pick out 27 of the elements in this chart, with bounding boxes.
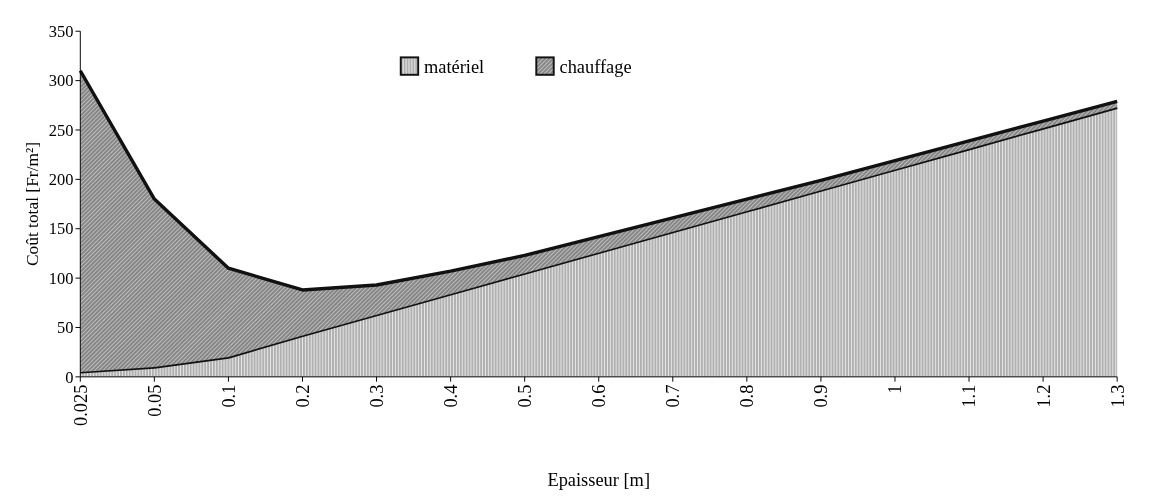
x-axis-title: Epaisseur [m] xyxy=(547,470,651,491)
legend-label: chauffage xyxy=(559,56,632,77)
y-tick-label: 350 xyxy=(48,22,74,41)
x-tick-label: 0.6 xyxy=(589,384,610,408)
x-tick-label: 0.3 xyxy=(366,384,387,408)
x-tick-label: 0.7 xyxy=(663,384,684,408)
x-tick-label: 1.2 xyxy=(1033,384,1054,408)
y-tick-label: 200 xyxy=(48,170,74,190)
legend-label: matériel xyxy=(423,56,485,77)
y-tick-label: 250 xyxy=(48,120,74,140)
y-tick-label: 150 xyxy=(48,219,74,239)
x-tick-label: 0.05 xyxy=(144,384,165,417)
x-tick-label: 0.4 xyxy=(441,384,462,408)
x-tick-label: 0.2 xyxy=(292,384,313,408)
y-tick-label: 100 xyxy=(48,268,74,288)
x-tick-label: 0.9 xyxy=(811,384,832,408)
x-tick-label: 0.5 xyxy=(515,384,536,408)
y-tick-label: 300 xyxy=(48,71,74,91)
y-tick-label: 50 xyxy=(57,318,74,338)
y-axis-title: Coût total [Fr/m²] xyxy=(21,141,42,267)
x-tick-label: 1.1 xyxy=(959,384,980,408)
x-tick-label: 0.025 xyxy=(70,384,91,426)
x-tick-label: 1 xyxy=(885,384,906,394)
y-tick-label: 0 xyxy=(65,367,74,387)
x-tick-label: 0.8 xyxy=(737,384,758,408)
x-tick-label: 1.3 xyxy=(1107,384,1128,408)
x-tick-label: 0.1 xyxy=(218,384,239,408)
